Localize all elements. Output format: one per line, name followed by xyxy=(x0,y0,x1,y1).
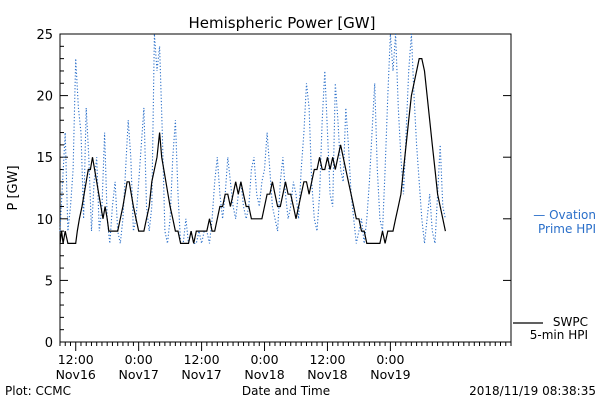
x-axis-label: Date and Time xyxy=(242,384,330,398)
x-tick-label-date: Nov17 xyxy=(181,367,221,382)
y-tick-label: 5 xyxy=(45,274,53,289)
footer-credit: Plot: CCMC xyxy=(5,384,71,398)
series-line-swpc-5min-hpi xyxy=(59,57,446,244)
x-tick-label-date: Nov18 xyxy=(307,367,347,382)
series-line-ovation-prime-hpi xyxy=(59,33,446,244)
legend-ovation-line1: — Ovation xyxy=(533,208,596,222)
x-axis-ticks: 12:00Nov160:00Nov1712:00Nov170:00Nov1812… xyxy=(56,342,512,382)
x-tick-label-date: Nov19 xyxy=(370,367,410,382)
footer-timestamp: 2018/11/19 08:38:35 xyxy=(469,384,596,398)
legend-ovation-line2: Prime HPI xyxy=(538,222,596,236)
chart-title: Hemispheric Power [GW] xyxy=(189,14,376,32)
x-tick-label-time: 0:00 xyxy=(125,352,153,367)
y-tick-label: 10 xyxy=(36,213,53,228)
y-tick-label: 25 xyxy=(36,28,53,43)
legend-swpc-line1: SWPC xyxy=(553,315,588,329)
y-tick-label: 0 xyxy=(45,336,53,351)
legend-swpc-line2: 5-min HPI xyxy=(530,328,588,342)
x-tick-label-date: Nov18 xyxy=(244,367,284,382)
x-tick-label-time: 0:00 xyxy=(250,352,278,367)
x-tick-label-time: 12:00 xyxy=(184,352,220,367)
x-tick-label-date: Nov17 xyxy=(119,367,159,382)
x-tick-label-date: Nov16 xyxy=(56,367,96,382)
legend-swpc: SWPC 5-min HPI xyxy=(513,315,588,342)
y-tick-label: 20 xyxy=(36,90,53,105)
y-tick-label: 15 xyxy=(36,151,53,166)
plot-frame xyxy=(59,33,512,343)
y-axis-ticks: 0 5 10 15 20 25 xyxy=(36,28,511,351)
y-axis-label: P [GW] xyxy=(6,165,21,210)
x-tick-label-time: 12:00 xyxy=(309,352,345,367)
legend-ovation: — Ovation Prime HPI xyxy=(533,208,596,236)
x-tick-label-time: 12:00 xyxy=(58,352,94,367)
x-tick-label-time: 0:00 xyxy=(376,352,404,367)
